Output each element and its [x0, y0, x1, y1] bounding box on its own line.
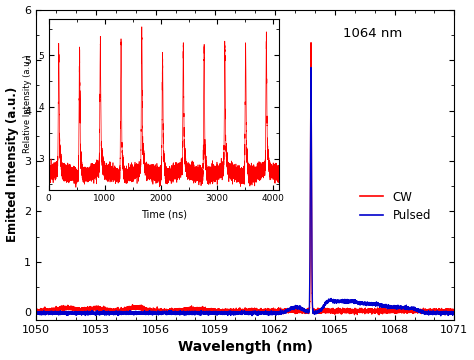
Pulsed	[115, 311, 121, 315]
CW	[442, 313, 447, 317]
Y-axis label: Emitted Intensity (a.u.): Emitted Intensity (a.u.)	[6, 87, 18, 242]
CW	[35, 310, 41, 314]
CW	[58, 307, 64, 311]
Line: CW: CW	[36, 42, 455, 315]
Pulsed	[429, 311, 435, 316]
Pulsed	[238, 310, 244, 314]
CW	[308, 40, 314, 45]
CW	[452, 308, 457, 312]
Text: 1064 nm: 1064 nm	[343, 27, 402, 40]
CW	[115, 309, 121, 313]
Pulsed	[33, 311, 39, 316]
Pulsed	[308, 65, 314, 69]
CW	[33, 308, 39, 312]
Pulsed	[452, 312, 457, 316]
Pulsed	[58, 311, 64, 315]
Pulsed	[51, 311, 56, 315]
CW	[429, 309, 435, 313]
Legend: CW, Pulsed: CW, Pulsed	[355, 186, 436, 227]
Pulsed	[35, 311, 41, 315]
Line: Pulsed: Pulsed	[36, 67, 455, 316]
Pulsed	[438, 314, 444, 318]
CW	[51, 307, 56, 312]
CW	[238, 309, 244, 313]
X-axis label: Wavelength (nm): Wavelength (nm)	[178, 341, 313, 355]
